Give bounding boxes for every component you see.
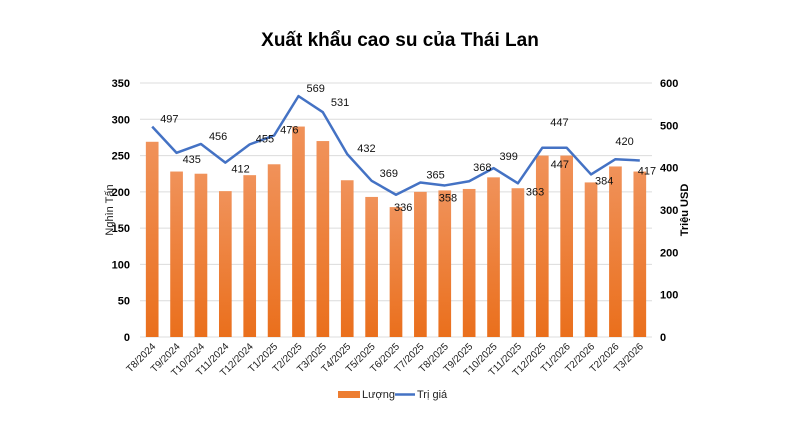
data-label: 358 — [439, 192, 457, 204]
y-tick-label: 50 — [118, 296, 130, 308]
data-label: 435 — [183, 154, 201, 166]
data-label: 336 — [394, 202, 412, 214]
data-label: 447 — [550, 117, 568, 129]
bar — [609, 166, 622, 337]
bar — [243, 175, 257, 337]
bar — [535, 155, 549, 337]
y-tick-label: 0 — [124, 332, 130, 344]
data-label: 447 — [551, 159, 569, 171]
bar — [560, 155, 574, 337]
bar — [218, 191, 232, 337]
bar — [170, 171, 183, 337]
y2-tick-label: 600 — [660, 78, 678, 90]
bar — [487, 177, 500, 337]
bar — [145, 141, 159, 337]
y-tick-label: 150 — [112, 223, 130, 235]
legend-swatch-bar — [338, 391, 360, 398]
bar — [292, 126, 305, 338]
y-tick-label: 250 — [112, 151, 130, 163]
y-tick-label: 200 — [112, 187, 130, 199]
y2-axis-title: Triệu USD — [679, 184, 691, 237]
y2-tick-label: 500 — [660, 120, 678, 132]
line-series — [151, 94, 640, 197]
bar — [511, 188, 525, 337]
data-labels: 497 435 456 412 455 476 569 531 432 369 336 365 358 3… — [160, 83, 656, 214]
data-label: 456 — [209, 131, 227, 143]
bar — [316, 141, 330, 337]
bar — [365, 196, 378, 337]
legend: Lượng Trị giá — [338, 389, 448, 401]
data-label: 412 — [231, 164, 249, 176]
data-label: 365 — [426, 169, 444, 181]
y-tick-label: 350 — [112, 78, 130, 90]
bars — [145, 126, 647, 338]
data-label: 476 — [280, 124, 298, 136]
y2-tick-label: 100 — [660, 290, 678, 302]
data-label: 569 — [306, 83, 324, 95]
data-label: 368 — [473, 162, 491, 174]
bar — [340, 180, 354, 337]
y-axis-title: Nghìn Tấn — [104, 184, 116, 235]
value-line — [151, 94, 640, 197]
bar — [267, 164, 281, 337]
data-label: 369 — [380, 168, 398, 180]
y-tick-label: 300 — [112, 114, 130, 126]
y2-tick-label: 200 — [660, 247, 678, 259]
bar — [194, 173, 208, 337]
data-label: 531 — [331, 97, 349, 109]
data-label: 420 — [615, 136, 633, 148]
bar — [633, 171, 647, 337]
chart-title: Xuất khẩu cao su của Thái Lan — [261, 30, 539, 51]
data-label: 399 — [500, 151, 518, 163]
legend-label-bar: Lượng — [362, 389, 395, 401]
y-tick-label: 100 — [112, 259, 130, 271]
bar — [389, 207, 403, 337]
y2-tick-label: 0 — [660, 332, 666, 344]
bar — [438, 190, 452, 337]
data-label: 455 — [256, 133, 274, 145]
bar — [414, 191, 427, 337]
legend-label-line: Trị giá — [417, 389, 448, 401]
data-label: 384 — [595, 175, 613, 187]
data-label: 363 — [526, 186, 544, 198]
bar — [462, 188, 476, 337]
data-label: 497 — [160, 114, 178, 126]
y2-tick-label: 400 — [660, 163, 678, 175]
data-label: 432 — [357, 143, 375, 155]
y2-tick-label: 300 — [660, 205, 678, 217]
bar — [584, 182, 598, 337]
data-label: 417 — [638, 165, 656, 177]
